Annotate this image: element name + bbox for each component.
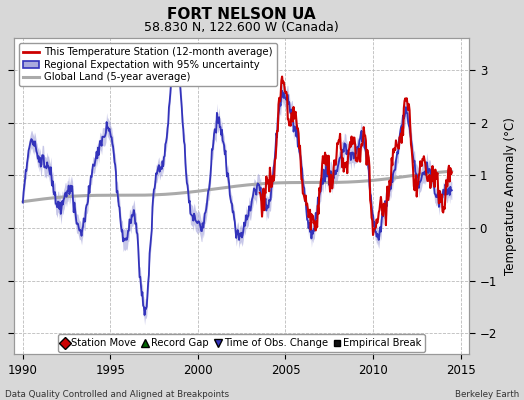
Text: Data Quality Controlled and Aligned at Breakpoints: Data Quality Controlled and Aligned at B… <box>5 390 230 399</box>
Legend: Station Move, Record Gap, Time of Obs. Change, Empirical Break: Station Move, Record Gap, Time of Obs. C… <box>58 334 425 352</box>
Text: Berkeley Earth: Berkeley Earth <box>454 390 519 399</box>
Y-axis label: Temperature Anomaly (°C): Temperature Anomaly (°C) <box>504 118 517 275</box>
Text: 58.830 N, 122.600 W (Canada): 58.830 N, 122.600 W (Canada) <box>144 21 339 34</box>
Title: FORT NELSON UA: FORT NELSON UA <box>167 7 316 22</box>
